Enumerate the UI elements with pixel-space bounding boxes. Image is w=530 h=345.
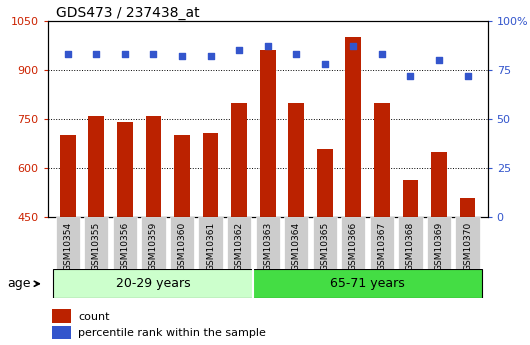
Point <box>92 51 101 57</box>
Bar <box>403 180 418 217</box>
Bar <box>253 269 482 298</box>
Bar <box>288 103 304 217</box>
Bar <box>117 122 132 217</box>
Text: GDS473 / 237438_at: GDS473 / 237438_at <box>57 6 200 20</box>
Text: GSM10363: GSM10363 <box>263 221 272 271</box>
FancyBboxPatch shape <box>455 217 480 269</box>
Text: GSM10356: GSM10356 <box>120 221 129 271</box>
Bar <box>260 50 276 217</box>
Bar <box>54 269 253 298</box>
Text: GSM10370: GSM10370 <box>463 221 472 271</box>
Point <box>206 53 215 59</box>
FancyBboxPatch shape <box>84 217 109 269</box>
FancyBboxPatch shape <box>399 217 422 269</box>
Bar <box>431 152 447 217</box>
Text: 65-71 years: 65-71 years <box>330 277 405 290</box>
Bar <box>60 136 76 217</box>
FancyBboxPatch shape <box>113 217 137 269</box>
Bar <box>460 198 475 217</box>
Point <box>321 61 329 67</box>
FancyBboxPatch shape <box>255 217 280 269</box>
Text: count: count <box>78 312 110 322</box>
Bar <box>174 136 190 217</box>
Text: GSM10354: GSM10354 <box>63 221 72 270</box>
Bar <box>146 116 161 217</box>
Bar <box>374 103 390 217</box>
FancyBboxPatch shape <box>341 217 366 269</box>
Text: GSM10355: GSM10355 <box>92 221 101 271</box>
Point <box>178 53 186 59</box>
Point <box>378 51 386 57</box>
FancyBboxPatch shape <box>142 217 165 269</box>
FancyBboxPatch shape <box>227 217 251 269</box>
Bar <box>202 134 218 217</box>
FancyBboxPatch shape <box>198 217 223 269</box>
Text: GSM10366: GSM10366 <box>349 221 358 271</box>
Bar <box>317 148 333 217</box>
Point <box>263 43 272 49</box>
FancyBboxPatch shape <box>56 217 80 269</box>
Text: age: age <box>7 277 39 290</box>
Point <box>121 51 129 57</box>
Point <box>235 47 243 53</box>
Text: GSM10359: GSM10359 <box>149 221 158 271</box>
Point <box>292 51 301 57</box>
Point <box>435 57 443 63</box>
Point <box>149 51 157 57</box>
Text: 20-29 years: 20-29 years <box>116 277 191 290</box>
Bar <box>89 116 104 217</box>
FancyBboxPatch shape <box>313 217 337 269</box>
Point <box>463 73 472 79</box>
FancyBboxPatch shape <box>370 217 394 269</box>
Point <box>349 43 358 49</box>
Text: GSM10364: GSM10364 <box>292 221 301 270</box>
Text: GSM10362: GSM10362 <box>235 221 244 270</box>
FancyBboxPatch shape <box>284 217 308 269</box>
Bar <box>52 309 72 323</box>
Bar <box>231 103 247 217</box>
Text: percentile rank within the sample: percentile rank within the sample <box>78 328 267 338</box>
Point <box>406 73 414 79</box>
Text: GSM10368: GSM10368 <box>406 221 415 271</box>
Text: GSM10361: GSM10361 <box>206 221 215 271</box>
FancyBboxPatch shape <box>427 217 451 269</box>
Bar <box>52 326 72 339</box>
Point <box>64 51 72 57</box>
FancyBboxPatch shape <box>170 217 194 269</box>
Text: GSM10367: GSM10367 <box>377 221 386 271</box>
Text: GSM10365: GSM10365 <box>320 221 329 271</box>
Bar <box>346 37 361 217</box>
Text: GSM10360: GSM10360 <box>178 221 187 271</box>
Text: GSM10369: GSM10369 <box>435 221 444 271</box>
